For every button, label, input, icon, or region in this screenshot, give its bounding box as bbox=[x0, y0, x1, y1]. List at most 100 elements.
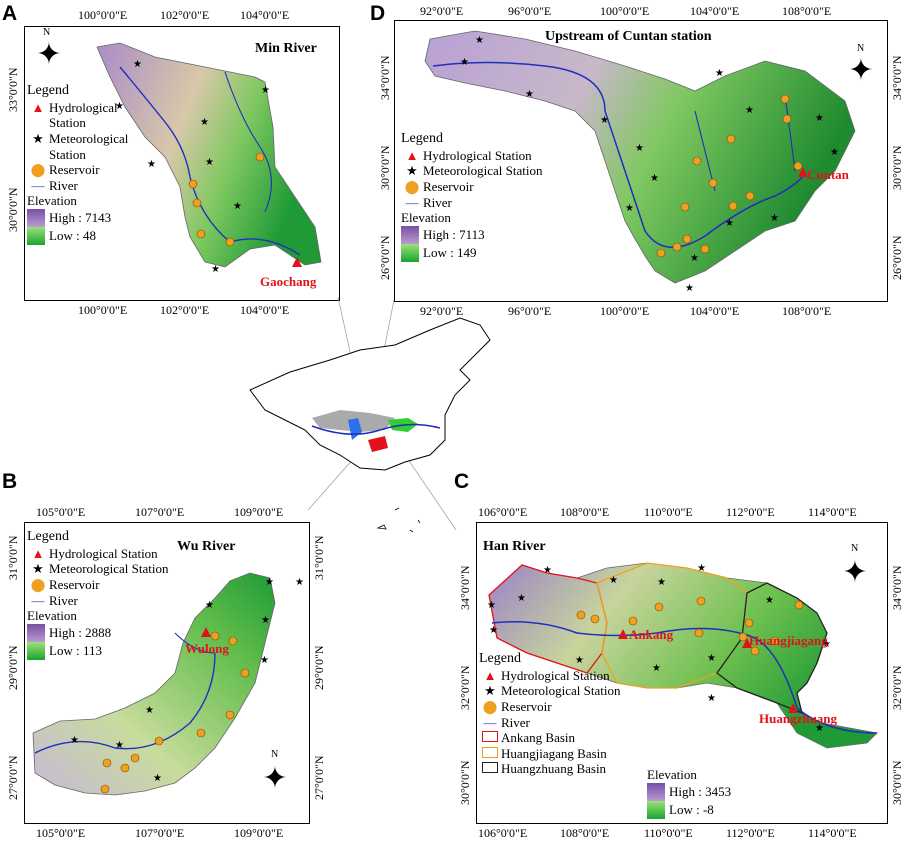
legend-c-heading: Legend bbox=[479, 651, 521, 666]
panel-c-xtick-bottom-5: 114°0'0"E bbox=[808, 826, 857, 840]
svg-text:★: ★ bbox=[745, 105, 754, 116]
panel-a-xtick-bottom-1: 100°0'0"E bbox=[78, 303, 128, 317]
svg-text:★: ★ bbox=[725, 218, 734, 229]
north-label: N bbox=[43, 27, 51, 38]
legend-c-ankang: Ankang Basin bbox=[501, 730, 576, 746]
legend-a-hydro-2: Station bbox=[49, 115, 86, 131]
river-icon: — bbox=[483, 714, 497, 730]
legend-c-river: River bbox=[501, 714, 530, 730]
cuntan-basin-map: ★ ★ ★ ★ ★ ★ ★ ★ ★ ★ ★ ★ ★ ★ ★ bbox=[424, 30, 856, 294]
met-station-icon: ★ bbox=[484, 683, 496, 699]
elevation-low-swatch bbox=[401, 243, 419, 262]
panel-a-ytick-2: 30°0'0"N bbox=[6, 187, 20, 232]
legend-a-elevation: Elevation bbox=[27, 193, 77, 209]
inset-yangtze-line bbox=[311, 423, 441, 435]
panel-a-title: Min River bbox=[255, 41, 317, 56]
ankang-basin-swatch bbox=[479, 730, 501, 746]
legend-c-elevation: Elevation bbox=[647, 767, 697, 782]
panel-d-ytick-3: 26°0'0"N bbox=[378, 235, 392, 280]
reservoir-markers-a bbox=[188, 152, 265, 247]
legend-b-high: High : 2888 bbox=[49, 624, 112, 640]
panel-c-ytick-3: 30°0'0"N bbox=[458, 760, 472, 805]
panel-b-ytick-right-3: 27°0'0"N bbox=[312, 755, 326, 800]
svg-text:★: ★ bbox=[460, 57, 469, 68]
hydro-station-icon: ▲ bbox=[31, 545, 45, 561]
panel-d-xtick-bottom-1: 92°0'0"E bbox=[420, 304, 464, 318]
panel-b-xtick-3: 109°0'0"E bbox=[234, 505, 284, 519]
panel-label-b: B bbox=[2, 470, 18, 493]
inset-han-basin bbox=[388, 418, 418, 432]
reservoir-markers-d bbox=[656, 94, 803, 258]
north-label: N bbox=[857, 43, 865, 54]
panel-d-ytick-right-1: 34°0'0"N bbox=[890, 55, 904, 100]
hydrological-station-huangzhuang bbox=[788, 703, 798, 713]
svg-text:★: ★ bbox=[765, 595, 774, 606]
panel-d-xtick-2: 96°0'0"E bbox=[508, 4, 552, 18]
svg-text:★: ★ bbox=[770, 213, 779, 224]
elevation-high-swatch bbox=[27, 623, 45, 642]
panel-c-ytick-right-1: 34°0'0"N bbox=[890, 565, 904, 610]
legend-d: Legend ▲ Hydrological Station ★ Meteorolog… bbox=[401, 131, 543, 262]
panel-d-map: ★ ★ ★ ★ ★ ★ ★ ★ ★ ★ ★ ★ ★ ★ ★ Upstream of Cuntan s… bbox=[394, 20, 888, 302]
svg-text:★: ★ bbox=[652, 663, 661, 674]
panel-c-xtick-bottom-4: 112°0'0"E bbox=[726, 826, 775, 840]
panel-b-title: Wu River bbox=[177, 539, 236, 554]
legend-c-elevation-block: Elevation High : 3453 Low : -8 bbox=[647, 767, 731, 819]
panel-d-xtick-bottom-2: 96°0'0"E bbox=[508, 304, 552, 318]
wu-river-basin-map: ★ ★ ★ ★ ★ ★ ★ ★ ★ bbox=[32, 572, 304, 796]
inset-wu-basin bbox=[368, 436, 388, 452]
hydrological-station-huangjiagang bbox=[742, 638, 752, 648]
panel-d-xtick-1: 92°0'0"E bbox=[420, 4, 464, 18]
elevation-high-swatch bbox=[27, 208, 45, 227]
met-station-icon: ★ bbox=[32, 561, 44, 577]
panel-b-xtick-2: 107°0'0"E bbox=[135, 505, 185, 519]
legend-a-met: Meteorological bbox=[49, 130, 129, 146]
legend-b-reservoir: Reservoir bbox=[49, 576, 100, 592]
panel-c-ytick-2: 32°0'0"N bbox=[458, 665, 472, 710]
panel-a-xtick-2: 102°0'0"E bbox=[160, 8, 210, 22]
han-river-line bbox=[491, 621, 878, 734]
svg-text:★: ★ bbox=[70, 735, 79, 746]
elevation-low-swatch bbox=[647, 800, 665, 819]
panel-c-xtick-5: 114°0'0"E bbox=[808, 505, 857, 519]
legend-a-met-2: Station bbox=[49, 146, 86, 162]
north-label: N bbox=[271, 749, 279, 760]
svg-text:★: ★ bbox=[261, 85, 270, 96]
cuntan-basin-shape bbox=[424, 30, 856, 284]
min-river-basin-map: ★ ★ ★ ★ ★ ★ ★ ★ bbox=[96, 42, 322, 275]
legend-d-reservoir: Reservoir bbox=[423, 178, 474, 194]
huangzhuang-basin-swatch bbox=[479, 761, 501, 777]
panel-a-map: ★ ★ ★ ★ ★ ★ ★ ★ Min River Gaochang Legend ▲ Hy… bbox=[24, 26, 340, 301]
elevation-low-swatch bbox=[27, 226, 45, 245]
panel-b-ytick-right-2: 29°0'0"N bbox=[312, 645, 326, 690]
svg-text:★: ★ bbox=[265, 577, 274, 588]
panel-c-xtick-2: 108°0'0"E bbox=[560, 505, 610, 519]
legend-a-low: Low : 48 bbox=[49, 228, 96, 244]
panel-a-xtick-3: 104°0'0"E bbox=[240, 8, 290, 22]
svg-text:★: ★ bbox=[635, 143, 644, 154]
svg-text:★: ★ bbox=[600, 115, 609, 126]
legend-c-high: High : 3453 bbox=[669, 783, 732, 799]
legend-b-hydro: Hydrological Station bbox=[49, 545, 158, 561]
legend-c-met: Meteorological Station bbox=[501, 683, 621, 699]
svg-text:★: ★ bbox=[715, 68, 724, 79]
leader-lines bbox=[307, 296, 457, 531]
svg-text:★: ★ bbox=[115, 101, 124, 112]
svg-text:★: ★ bbox=[200, 117, 209, 128]
svg-text:★: ★ bbox=[147, 159, 156, 170]
legend-d-high: High : 7113 bbox=[423, 226, 485, 242]
river-icon: — bbox=[31, 592, 45, 608]
legend-a-reservoir: Reservoir bbox=[49, 162, 100, 178]
reservoir-icon: ⬤ bbox=[404, 178, 420, 194]
panel-b-xtick-bottom-3: 109°0'0"E bbox=[234, 826, 284, 840]
legend-b-heading: Legend bbox=[27, 529, 69, 544]
legend-d-hydro: Hydrological Station bbox=[423, 147, 532, 163]
station-label-cuntan: Cuntan bbox=[807, 167, 849, 182]
inset-min-basin bbox=[348, 418, 362, 440]
svg-text:★: ★ bbox=[685, 283, 694, 294]
legend-d-elevation: Elevation bbox=[401, 210, 451, 226]
panel-d-ytick-right-3: 26°0'0"N bbox=[890, 235, 904, 280]
panel-b-xtick-1: 105°0'0"E bbox=[36, 505, 86, 519]
panel-label-a: A bbox=[2, 2, 18, 25]
